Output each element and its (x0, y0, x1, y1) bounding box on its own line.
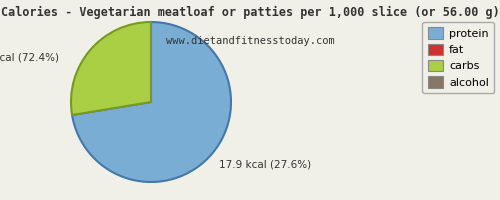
Legend: protein, fat, carbs, alcohol: protein, fat, carbs, alcohol (422, 22, 494, 93)
Text: www.dietandfitnesstoday.com: www.dietandfitnesstoday.com (166, 36, 334, 46)
Text: 47.0 kcal (72.4%): 47.0 kcal (72.4%) (0, 53, 59, 63)
Wedge shape (71, 22, 151, 115)
Wedge shape (72, 22, 231, 182)
Text: Calories - Vegetarian meatloaf or patties per 1,000 slice (or 56.00 g): Calories - Vegetarian meatloaf or pattie… (0, 6, 500, 19)
Text: 17.9 kcal (27.6%): 17.9 kcal (27.6%) (219, 159, 311, 169)
